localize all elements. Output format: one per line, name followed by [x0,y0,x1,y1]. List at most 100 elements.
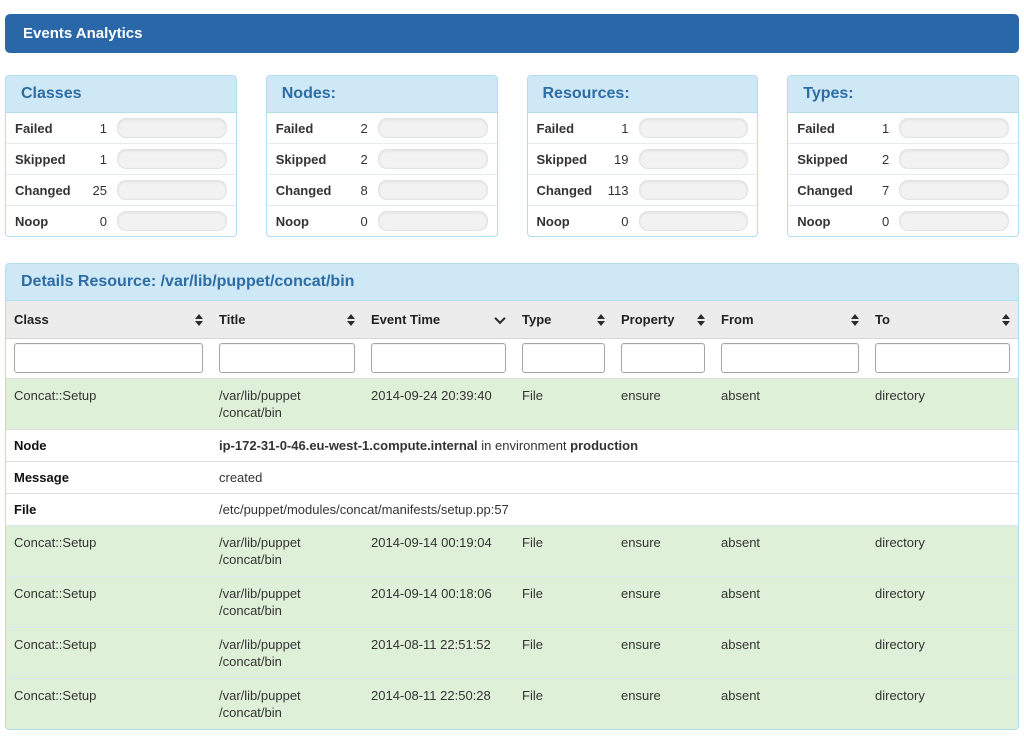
progress-bar [377,118,488,138]
stat-value: 1 [99,120,107,136]
stat-row-changed: Changed 8 [266,174,497,205]
summary-panels: Classes Failed 1 Skipped 1 Changed 25 No… [5,75,1019,237]
stat-label: Failed [797,120,835,136]
stat-label: Failed [15,120,53,136]
event-property: ensure [613,678,713,729]
stat-row-noop: Noop 0 [266,205,497,236]
event-time: 2014-08-11 22:51:52 [363,627,514,679]
progress-bar [899,180,1009,200]
event-type: File [514,576,613,628]
classes-panel: Classes Failed 1 Skipped 1 Changed 25 No… [5,75,237,237]
sort-icon [851,313,859,326]
detail-label: Node [6,429,211,462]
table-header-row: Class Title Event Time Type Property Fro… [6,301,1018,339]
detail-row-file: File /etc/puppet/modules/concat/manifest… [6,493,1018,526]
resources-panel: Resources: Failed 1 Skipped 19 Changed 1… [526,75,759,237]
detail-file-value: /etc/puppet/modules/concat/manifests/set… [211,493,1018,526]
stat-row-skipped: Skipped 1 [6,143,236,174]
filter-property-input[interactable] [621,343,705,373]
detail-label: Message [6,461,211,494]
event-row[interactable]: Concat::Setup ​/var​/lib​/puppet​/concat… [6,678,1018,729]
node-infix: in environment [481,438,567,453]
detail-message-value: created [211,461,1018,494]
stat-row-failed: Failed 1 [528,113,758,143]
event-from: absent [713,576,867,628]
column-header-event-time[interactable]: Event Time [363,301,514,339]
stat-value: 0 [360,213,368,229]
stat-value: 8 [360,182,368,198]
progress-bar [899,118,1009,138]
progress-bar [638,149,749,169]
stat-row-failed: Failed 2 [267,113,497,143]
filter-event-time-input[interactable] [371,343,506,373]
sort-icon [347,313,355,326]
filter-type-input[interactable] [522,343,605,373]
column-header-to[interactable]: To [867,301,1018,339]
page-title: Events Analytics [23,25,143,42]
column-header-class[interactable]: Class [6,301,211,339]
stat-row-failed: Failed 1 [6,113,236,143]
classes-panel-heading: Classes [6,76,236,113]
filter-title-input[interactable] [219,343,355,373]
event-property: ensure [613,576,713,628]
event-row[interactable]: Concat::Setup ​/var​/lib​/puppet​/concat… [6,576,1018,628]
event-from: absent [713,525,867,577]
sort-icon [195,313,203,326]
filter-from-input[interactable] [721,343,859,373]
stat-label: Changed [797,182,853,198]
stat-row-noop: Noop 0 [527,205,758,236]
progress-bar [117,211,227,231]
stat-label: Changed [275,182,332,198]
stat-label: Skipped [797,151,848,167]
progress-bar [899,211,1009,231]
event-from: absent [713,678,867,729]
types-panel: Types: Failed 1 Skipped 2 Changed 7 Noop… [787,75,1019,237]
details-panel: Details Resource: /var/lib/puppet/concat… [5,263,1019,730]
stat-label: Changed [15,182,71,198]
progress-bar [638,211,749,231]
event-title: ​/var​/lib​/puppet​/concat​/bin [211,576,363,628]
stat-value: 2 [882,151,890,167]
event-to: directory [867,627,1018,679]
sort-icon [597,313,605,326]
stat-row-changed: Changed 113 [527,174,758,205]
column-header-type[interactable]: Type [514,301,613,339]
stat-row-noop: Noop 0 [788,205,1018,236]
progress-bar [377,180,488,200]
stat-label: Changed [536,182,593,198]
stat-row-changed: Changed 25 [6,174,236,205]
stat-label: Skipped [15,151,66,167]
stat-label: Noop [275,213,309,229]
event-time: 2014-09-14 00:18:06 [363,576,514,628]
event-title: ​/var​/lib​/puppet​/concat​/bin [211,525,363,577]
filter-to-input[interactable] [875,343,1010,373]
stat-value: 0 [621,213,629,229]
progress-bar [117,118,227,138]
event-row[interactable]: Concat::Setup ​/var​/lib​/puppet​/concat… [6,378,1018,430]
stat-label: Skipped [536,151,588,167]
progress-bar [117,149,227,169]
event-class: Concat::Setup [6,525,211,577]
column-header-property[interactable]: Property [613,301,713,339]
stat-row-skipped: Skipped 2 [788,143,1018,174]
page-header: Events Analytics [5,14,1019,53]
detail-node-value: ip-172-31-0-46.eu-west-1.compute.interna… [211,429,1018,462]
stat-value: 1 [621,120,629,136]
column-header-title[interactable]: Title [211,301,363,339]
filter-class-input[interactable] [14,343,203,373]
event-type: File [514,627,613,679]
event-row[interactable]: Concat::Setup ​/var​/lib​/puppet​/concat… [6,627,1018,679]
event-class: Concat::Setup [6,576,211,628]
stat-label: Failed [275,120,314,136]
event-row[interactable]: Concat::Setup ​/var​/lib​/puppet​/concat… [6,525,1018,577]
filter-row [6,338,1018,379]
event-from: absent [713,627,867,679]
event-title: ​/var​/lib​/puppet​/concat​/bin [211,627,363,679]
stat-label: Noop [536,213,570,229]
progress-bar [377,211,488,231]
stat-label: Noop [797,213,831,229]
column-header-from[interactable]: From [713,301,867,339]
progress-bar [117,180,227,200]
stat-value: 2 [360,151,368,167]
